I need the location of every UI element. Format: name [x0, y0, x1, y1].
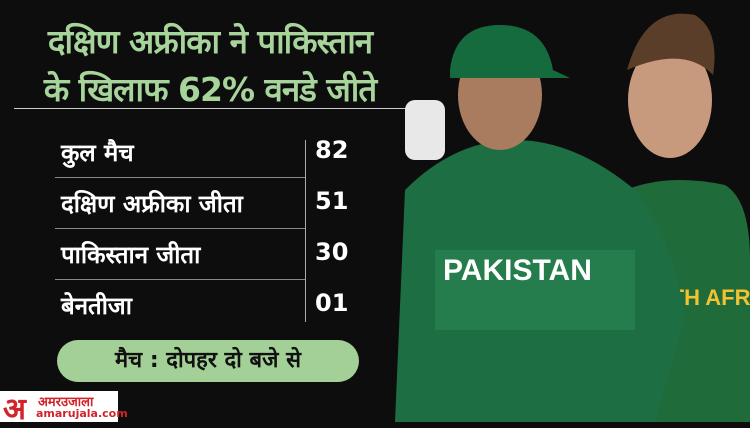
row-divider	[55, 177, 305, 178]
stat-row: बेनतीजा 01	[55, 281, 355, 331]
stat-value: 30	[315, 238, 349, 266]
column-divider	[305, 140, 306, 322]
amarujala-logo: अ अमरउजाला amarujala.com	[0, 391, 128, 427]
stat-value: 01	[315, 289, 349, 317]
jersey-text-pakistan: PAKISTAN	[443, 254, 592, 287]
stat-row: कुल मैच 82	[55, 128, 355, 178]
row-divider	[55, 279, 305, 280]
headline: दक्षिण अफ्रीका ने पाकिस्तान के खिलाफ 62%…	[10, 18, 410, 114]
stat-row: दक्षिण अफ्रीका जीता 51	[55, 179, 355, 229]
row-divider	[55, 228, 305, 229]
stat-label: बेनतीजा	[61, 292, 132, 320]
headline-line-2: के खिलाफ 62% वनडे जीते	[43, 70, 377, 109]
divider	[14, 108, 406, 109]
logo-name: अमरउजाला	[38, 395, 94, 410]
logo-mark: अ	[3, 392, 26, 427]
stat-value: 82	[315, 136, 349, 164]
stat-row: पाकिस्तान जीता 30	[55, 230, 355, 280]
pakistan-player: PAKISTAN	[395, 25, 685, 422]
stat-label: पाकिस्तान जीता	[61, 241, 201, 269]
logo-domain: amarujala.com	[36, 407, 128, 420]
headline-line-1: दक्षिण अफ्रीका ने पाकिस्तान	[47, 22, 373, 61]
stat-label: कुल मैच	[61, 139, 134, 167]
stat-value: 51	[315, 187, 349, 215]
stat-label: दक्षिण अफ्रीका जीता	[61, 190, 243, 218]
match-time-badge: मैच : दोपहर दो बजे से	[57, 340, 359, 382]
players-photo: SOUTH AFRICA PAKISTAN	[395, 13, 750, 422]
